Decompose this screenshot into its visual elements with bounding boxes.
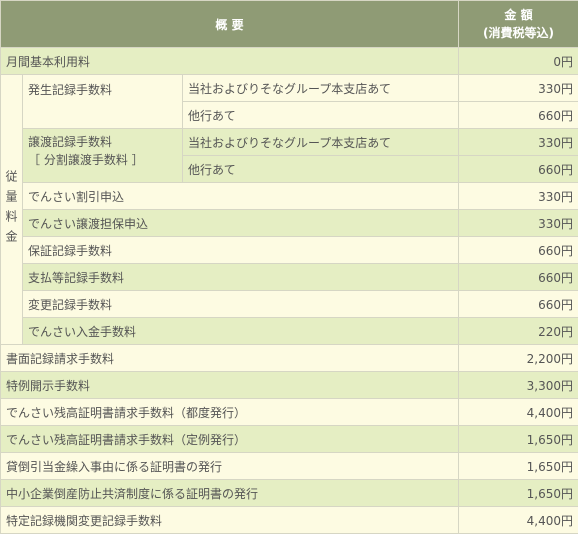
row-amount: 0円 — [458, 47, 578, 75]
item-label: 譲渡記録手数料 ［ 分割譲渡手数料 ］ — [22, 128, 183, 183]
amount-note: (消費税等込) — [483, 26, 554, 40]
row: 保証記録手数料 660円 — [1, 236, 578, 264]
item-title: 譲渡記録手数料 — [28, 135, 113, 149]
option-label: 当社およびりそなグループ本支店あて — [182, 74, 459, 102]
row-amount: 4,400円 — [458, 398, 578, 426]
row: 変更記録手数料 660円 — [1, 290, 578, 318]
item-amount: 330円 — [458, 209, 578, 237]
row: でんさい譲渡担保申込 330円 — [1, 209, 578, 237]
row: でんさい残高証明書請求手数料（都度発行） 4,400円 — [0, 398, 578, 426]
row: でんさい残高証明書請求手数料（定例発行） 1,650円 — [0, 425, 578, 453]
option-label: 他行あて — [182, 155, 459, 183]
item-note: ［ 分割譲渡手数料 ］ — [28, 153, 144, 167]
row-amount: 4,400円 — [458, 506, 578, 534]
row: 特定記録機関変更記録手数料 4,400円 — [0, 506, 578, 534]
row-label: でんさい残高証明書請求手数料（都度発行） — [0, 398, 459, 426]
row-label: 特定記録機関変更記録手数料 — [0, 506, 459, 534]
option-amount: 660円 — [458, 101, 578, 129]
row: 支払等記録手数料 660円 — [1, 263, 578, 291]
item-label: でんさい割引申込 — [22, 182, 459, 210]
summary-header: 概 要 — [0, 0, 459, 48]
option-amount: 330円 — [458, 74, 578, 102]
item-label: でんさい入金手数料 — [22, 317, 459, 345]
item-amount: 660円 — [458, 290, 578, 318]
row: 従量料金 発生記録手数料 当社およびりそなグループ本支店あて 330円 — [0, 74, 578, 345]
header-row: 概 要 金 額 (消費税等込) — [0, 0, 578, 48]
row-label: 書面記録請求手数料 — [0, 344, 459, 372]
item-amount: 330円 — [458, 182, 578, 210]
usage-label: 従量料金 — [0, 74, 23, 345]
amount-header: 金 額 (消費税等込) — [458, 0, 578, 48]
item-label: 変更記録手数料 — [22, 290, 459, 318]
row-amount: 1,650円 — [458, 425, 578, 453]
row: 譲渡記録手数料 ［ 分割譲渡手数料 ］ 当社およびりそなグループ本支店あて 330… — [1, 128, 578, 183]
row: 中小企業倒産防止共済制度に係る証明書の発行 1,650円 — [0, 479, 578, 507]
row-label: 月間基本利用料 — [0, 47, 459, 75]
item-label: 保証記録手数料 — [22, 236, 459, 264]
row: でんさい入金手数料 220円 — [1, 317, 578, 345]
item-label: でんさい譲渡担保申込 — [22, 209, 459, 237]
row: 貸倒引当金繰入事由に係る証明書の発行 1,650円 — [0, 452, 578, 480]
amount-title: 金 額 — [504, 8, 533, 22]
item-label: 発生記録手数料 — [22, 74, 183, 129]
row: 月間基本利用料 0円 — [0, 47, 578, 75]
option-label: 他行あて — [182, 101, 459, 129]
item-amount: 660円 — [458, 236, 578, 264]
option-amount: 660円 — [458, 155, 578, 183]
row-label: 中小企業倒産防止共済制度に係る証明書の発行 — [0, 479, 459, 507]
option-label: 当社およびりそなグループ本支店あて — [182, 128, 459, 156]
item-amount: 660円 — [458, 263, 578, 291]
row: でんさい割引申込 330円 — [1, 182, 578, 210]
option-amount: 330円 — [458, 128, 578, 156]
row-amount: 3,300円 — [458, 371, 578, 399]
item-amount: 220円 — [458, 317, 578, 345]
row-label: 貸倒引当金繰入事由に係る証明書の発行 — [0, 452, 459, 480]
other-rows: 書面記録請求手数料 2,200円 特例開示手数料 3,300円 でんさい残高証明書請求手… — [0, 344, 578, 534]
row-label: 特例開示手数料 — [0, 371, 459, 399]
row-amount: 1,650円 — [458, 479, 578, 507]
row-label: でんさい残高証明書請求手数料（定例発行） — [0, 425, 459, 453]
row: 特例開示手数料 3,300円 — [0, 371, 578, 399]
item-label: 支払等記録手数料 — [22, 263, 459, 291]
row-amount: 2,200円 — [458, 344, 578, 372]
row-amount: 1,650円 — [458, 452, 578, 480]
row: 書面記録請求手数料 2,200円 — [0, 344, 578, 372]
